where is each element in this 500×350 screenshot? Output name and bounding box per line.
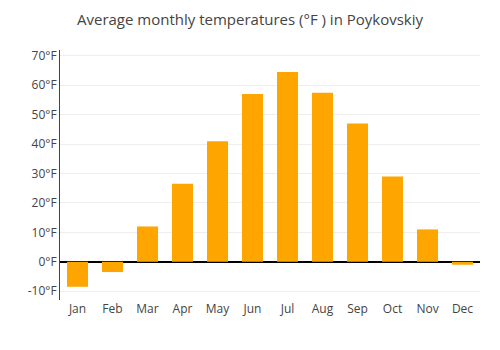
svg-text:Average monthly temperatures (: Average monthly temperatures (°F ) in Po… xyxy=(77,9,424,29)
svg-text:Nov: Nov xyxy=(416,300,438,317)
svg-text:Aug: Aug xyxy=(312,300,334,317)
svg-text:Mar: Mar xyxy=(136,300,158,317)
svg-text:Oct: Oct xyxy=(383,300,402,317)
svg-text:10°F: 10°F xyxy=(32,224,57,241)
svg-text:Apr: Apr xyxy=(173,300,193,317)
svg-text:70°F: 70°F xyxy=(32,47,57,64)
svg-text:60°F: 60°F xyxy=(32,76,57,93)
svg-text:Jul: Jul xyxy=(280,300,295,317)
svg-text:0°F: 0°F xyxy=(38,253,56,270)
svg-text:-10°F: -10°F xyxy=(28,282,57,299)
svg-text:30°F: 30°F xyxy=(32,165,57,182)
svg-text:Jun: Jun xyxy=(243,300,262,317)
svg-text:Sep: Sep xyxy=(347,300,368,317)
svg-text:Feb: Feb xyxy=(102,300,122,317)
svg-text:Jan: Jan xyxy=(68,300,86,317)
svg-text:40°F: 40°F xyxy=(32,135,57,152)
svg-text:20°F: 20°F xyxy=(32,194,57,211)
svg-text:50°F: 50°F xyxy=(32,106,57,123)
svg-text:Dec: Dec xyxy=(452,300,473,317)
svg-text:May: May xyxy=(206,300,230,317)
